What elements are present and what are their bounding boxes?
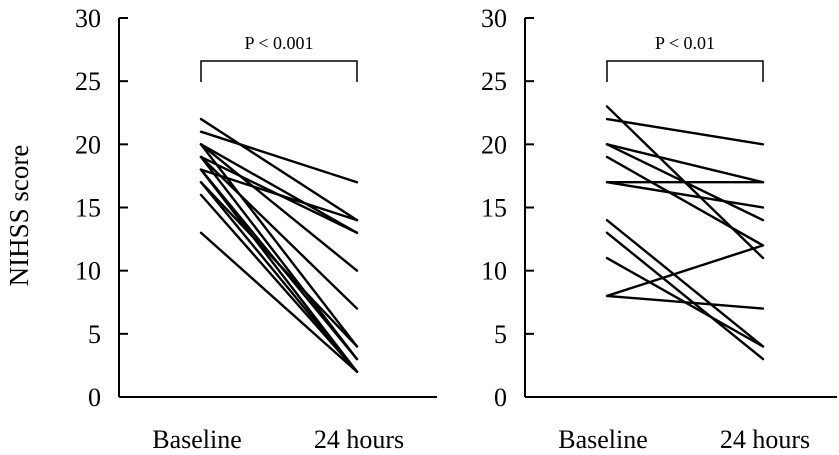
patient-line: [199, 181, 359, 373]
p-value-annotation: P < 0.01: [655, 33, 715, 53]
y-tick-label: 30: [75, 4, 101, 33]
patient-line: [199, 231, 359, 373]
patient-line: [605, 294, 765, 310]
y-tick-label: 0: [494, 383, 507, 412]
patient-line: [199, 143, 359, 234]
patient-line: [199, 117, 359, 222]
y-tick-label: 30: [481, 4, 507, 33]
x-category-label: 24 hours: [720, 425, 810, 454]
y-tick-label: 10: [481, 257, 507, 286]
patient-line: [605, 218, 765, 348]
significance-bracket: [200, 60, 358, 82]
y-tick-label: 5: [88, 320, 101, 349]
y-tick-label: 10: [75, 257, 101, 286]
patient-line: [199, 143, 359, 272]
significance-bracket: [606, 60, 764, 82]
y-tick-label: 15: [75, 194, 101, 223]
y-tick-label: 5: [494, 320, 507, 349]
y-tick-label: 20: [75, 130, 101, 159]
chart-panel-1: 0 5 10 15 20 25 30 Baseline 24 hours P < 0.001 NIH…: [4, 4, 437, 454]
patient-line: [199, 181, 359, 348]
p-value-annotation: P < 0.001: [245, 33, 314, 53]
patient-line: [605, 244, 765, 298]
x-category-label: Baseline: [558, 425, 648, 454]
y-tick-label: 0: [88, 383, 101, 412]
y-axis-title: NIHSS score: [4, 145, 34, 287]
y-tick-label: 25: [75, 67, 101, 96]
chart-panel-2: 0 5 10 15 20 25 30 Baseline 24 hours P < 0.01: [481, 4, 837, 454]
patient-line: [199, 193, 359, 373]
patient-line: [199, 168, 359, 222]
y-tick-label: 25: [481, 67, 507, 96]
y-tick-label: 20: [481, 130, 507, 159]
patient-line: [605, 155, 765, 247]
x-category-label: 24 hours: [314, 425, 404, 454]
patient-line: [605, 181, 765, 209]
patient-line: [199, 155, 359, 310]
patient-line: [605, 143, 765, 184]
patient-line: [199, 155, 359, 361]
x-category-label: Baseline: [152, 425, 242, 454]
patient-line: [199, 130, 359, 184]
y-tick-label: 15: [481, 194, 507, 223]
patient-line: [605, 117, 765, 146]
patient-line: [199, 168, 359, 373]
patient-line: [605, 231, 765, 361]
